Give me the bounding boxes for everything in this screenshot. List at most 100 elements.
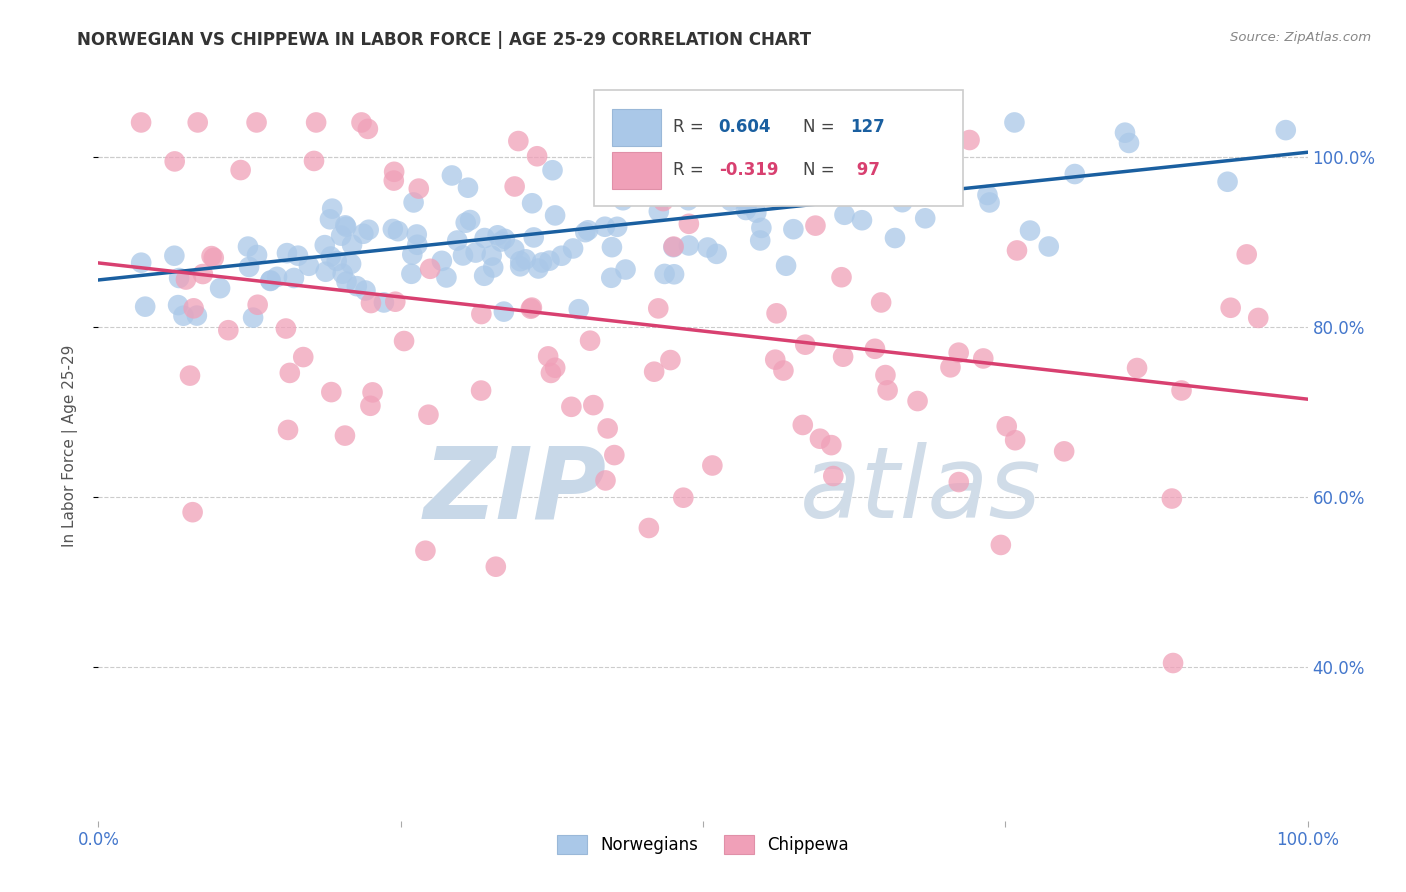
Text: R =: R = [672, 118, 709, 136]
Point [672, 491, 695, 505]
Point [596, 421, 619, 435]
Point [823, 469, 845, 483]
Point [562, 242, 585, 256]
Point [804, 219, 827, 233]
Point [274, 321, 297, 335]
Point [520, 301, 543, 316]
Point [167, 298, 190, 312]
Point [648, 204, 671, 219]
Point [129, 115, 152, 129]
Point [972, 351, 994, 366]
Point [382, 165, 405, 179]
Text: 0.604: 0.604 [718, 118, 772, 136]
Point [939, 188, 962, 202]
Point [775, 259, 797, 273]
Point [948, 345, 970, 359]
Point [340, 257, 363, 271]
Point [494, 232, 516, 246]
Point [408, 181, 430, 195]
Point [837, 182, 859, 196]
Point [419, 261, 441, 276]
Point [582, 398, 605, 412]
Point [537, 350, 560, 364]
Text: 97: 97 [851, 161, 880, 178]
Point [436, 270, 458, 285]
Point [406, 237, 429, 252]
Point [401, 267, 423, 281]
Point [1126, 361, 1149, 376]
Point [659, 182, 682, 196]
Text: atlas: atlas [800, 442, 1042, 540]
Point [486, 228, 509, 243]
Point [387, 224, 409, 238]
Point [129, 255, 152, 269]
Point [464, 245, 486, 260]
Point [600, 240, 623, 254]
Text: NORWEGIAN VS CHIPPEWA IN LABOR FORCE | AGE 25-29 CORRELATION CHART: NORWEGIAN VS CHIPPEWA IN LABOR FORCE | A… [77, 31, 811, 49]
Point [593, 170, 616, 185]
Point [357, 223, 380, 237]
Point [948, 475, 970, 489]
Point [489, 235, 512, 249]
Text: N =: N = [803, 161, 841, 178]
Point [654, 267, 676, 281]
Point [1274, 123, 1296, 137]
Point [976, 188, 998, 202]
Bar [613, 152, 661, 189]
Point [287, 249, 309, 263]
Point [520, 301, 543, 315]
Point [163, 154, 186, 169]
Point [925, 139, 948, 153]
Text: R =: R = [672, 161, 709, 178]
Point [1216, 175, 1239, 189]
Point [325, 254, 347, 268]
Point [346, 279, 368, 293]
Point [458, 213, 481, 227]
Point [821, 186, 844, 201]
Point [373, 295, 395, 310]
Point [321, 202, 343, 216]
Legend: Norwegians, Chippewa: Norwegians, Chippewa [551, 829, 855, 861]
Point [485, 559, 508, 574]
Point [405, 227, 427, 242]
Point [357, 121, 380, 136]
Point [515, 252, 537, 267]
Point [606, 219, 628, 234]
Point [415, 543, 437, 558]
Point [314, 238, 336, 252]
Point [509, 254, 531, 268]
Point [187, 115, 209, 129]
Point [914, 161, 936, 175]
Point [305, 115, 328, 129]
Point [202, 251, 225, 265]
Point [832, 350, 855, 364]
Point [600, 270, 623, 285]
Point [643, 365, 665, 379]
Point [200, 249, 222, 263]
Text: 127: 127 [851, 118, 886, 136]
Point [637, 521, 659, 535]
Point [662, 239, 685, 253]
Point [792, 417, 814, 432]
Point [735, 202, 758, 217]
Point [191, 267, 214, 281]
Text: ZIP: ZIP [423, 442, 606, 540]
Point [652, 194, 675, 208]
Point [889, 115, 911, 129]
Point [917, 153, 939, 167]
Point [482, 260, 505, 275]
Point [474, 231, 496, 245]
Point [179, 368, 201, 383]
Point [820, 438, 842, 452]
Point [702, 458, 724, 473]
Point [560, 400, 582, 414]
FancyBboxPatch shape [595, 90, 963, 206]
Point [662, 240, 685, 254]
Point [544, 209, 567, 223]
Point [172, 309, 194, 323]
Point [568, 302, 591, 317]
Point [870, 295, 893, 310]
Point [340, 237, 363, 252]
Point [236, 239, 259, 253]
Point [418, 408, 440, 422]
